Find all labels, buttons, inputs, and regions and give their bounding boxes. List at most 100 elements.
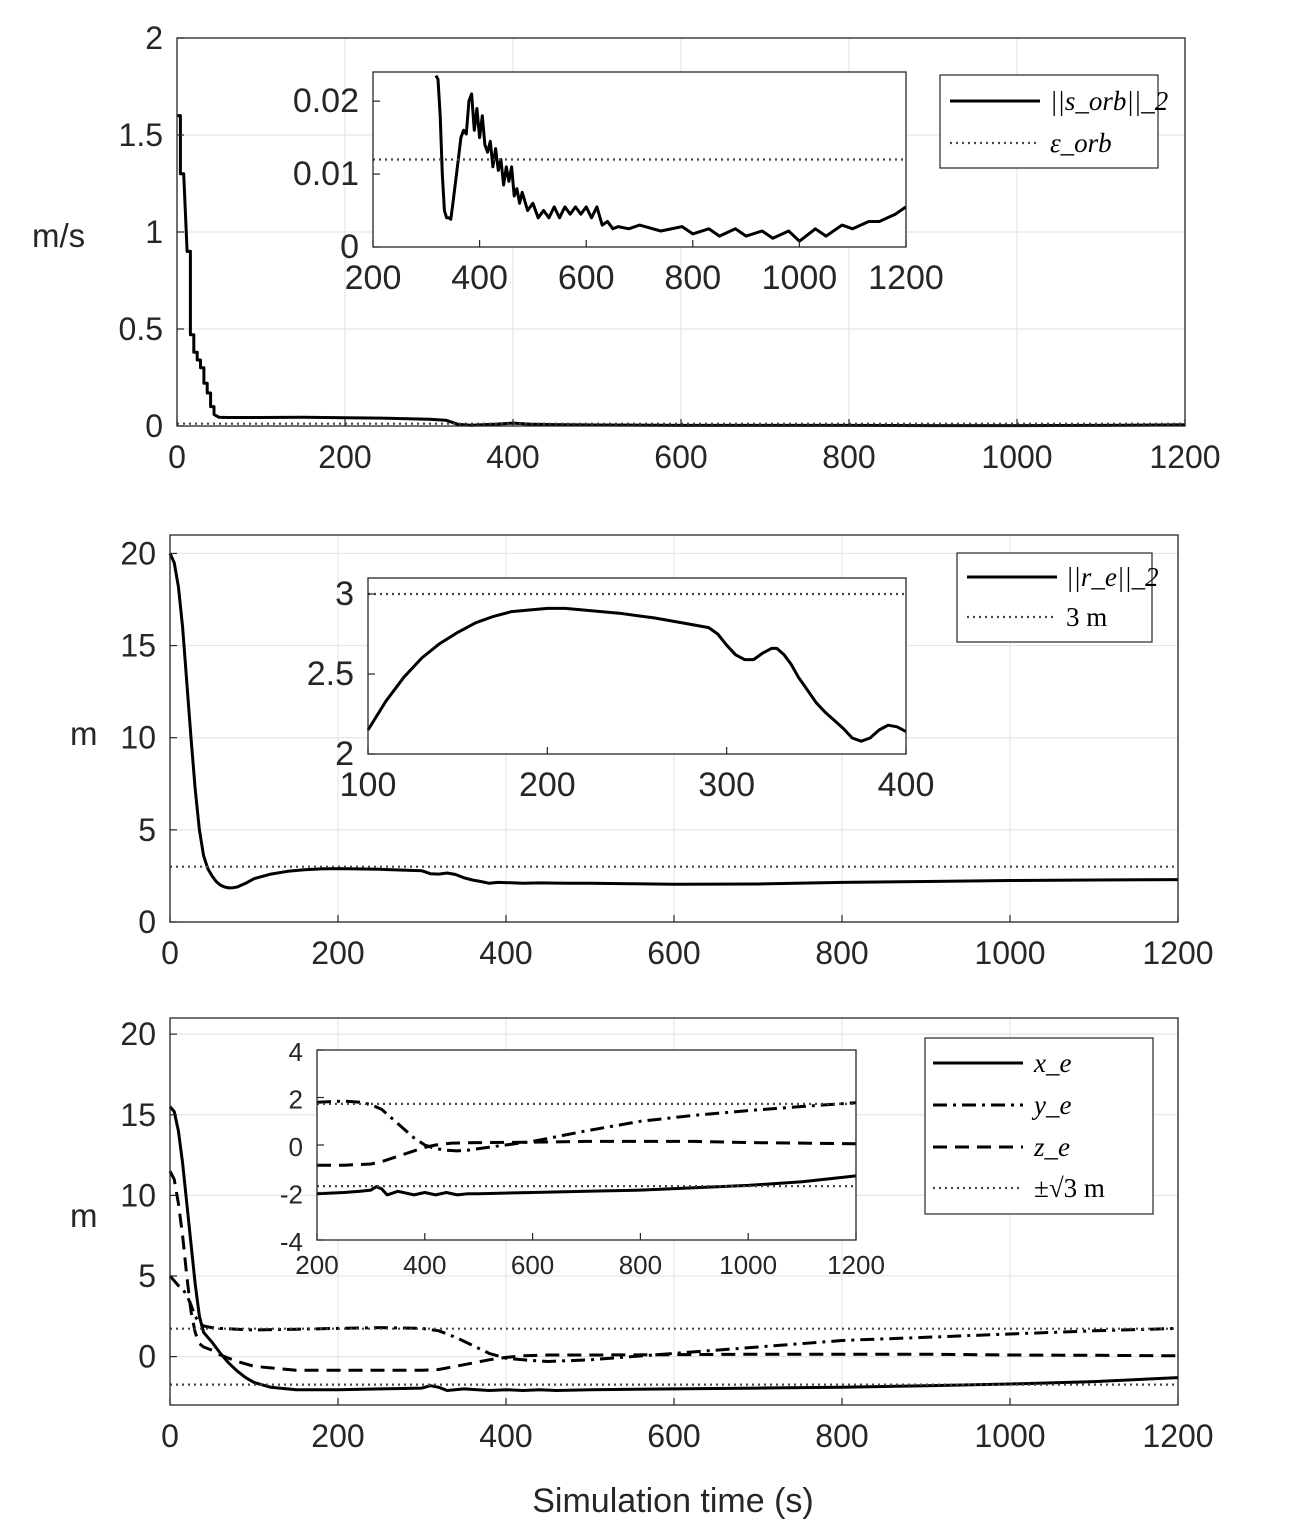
panel-2-x-tick-label-6: 1200	[1142, 935, 1213, 971]
panel-2-legend-label-3m: 3 m	[1066, 602, 1107, 632]
panel-1-inset-x-tick-label-2: 600	[558, 259, 615, 297]
panel-3-y-tick-label-4: 20	[120, 1016, 156, 1052]
panel-2-inset: 100 200 300 400 22.53	[307, 575, 935, 804]
panel-1-y-tick-label-1: 0.5	[119, 311, 163, 347]
panel-2-inset-background	[368, 578, 906, 754]
panel-2: 0 200 400 600 800 1000 1200 0 5 10 15 20 m 100 200 3…	[70, 534, 1214, 971]
panel-3-y-tick-label-1: 5	[138, 1258, 156, 1294]
panel-3-inset-x-tick-label-5: 1200	[827, 1250, 885, 1280]
panel-3-x-tick-label-1: 200	[311, 1418, 364, 1454]
panel-1-y-tick-label-4: 2	[145, 20, 163, 56]
panel-2-x-tick-label-3: 600	[647, 935, 700, 971]
panel-3-inset-y-tick-label-1: -2	[280, 1180, 303, 1210]
panel-1-x-tick-label-5: 1000	[981, 439, 1052, 475]
panel-3-series-0-solid	[168, 1105, 1179, 1392]
panel-2-legend-box	[956, 552, 1153, 643]
panel-3-legend-label-x-e: x_e	[1033, 1048, 1071, 1078]
panel-3-inset-series-1-dashdot	[316, 1099, 857, 1153]
panel-2-x-tick-label-5: 1000	[974, 935, 1045, 971]
panel-3-x-tick-label-0: 0	[161, 1418, 179, 1454]
panel-3-y-tick-label-0: 0	[138, 1339, 156, 1375]
panel-2-inset-frame	[367, 577, 907, 755]
panel-3-inset-x-tick-label-4: 1000	[719, 1250, 777, 1280]
panel-1-inset-y-ticks: 0 0.01 0.02	[293, 82, 380, 266]
panel-2-x-tick-label-0: 0	[161, 935, 179, 971]
panel-1-legend: ||s_orb||_2 ε_orb	[939, 74, 1168, 169]
panel-2-inset-x-ticks: 100 200 300 400	[340, 747, 935, 804]
panel-1-inset-y-tick-label-1: 0.01	[293, 155, 359, 193]
panel-3-legend: x_e y_e z_e ±√3 m	[924, 1037, 1154, 1215]
panel-3-legend-label-y-e: y_e	[1031, 1090, 1071, 1120]
panel-1-inset-lines	[373, 74, 907, 243]
panel-2-x-tick-label-2: 400	[479, 935, 532, 971]
panel-1-legend-box	[939, 74, 1159, 169]
panel-2-series-0-solid	[168, 552, 1179, 890]
panel-1-inset-x-ticks: 200 400 600 800 1000 1200	[345, 240, 944, 297]
panel-2-inset-y-tick-label-1: 2.5	[307, 655, 354, 693]
panel-3-lines	[168, 1105, 1179, 1392]
panel-3-inset-background	[317, 1050, 856, 1240]
panel-3-legend-box	[924, 1037, 1154, 1215]
panel-1-inset-x-tick-label-0: 200	[345, 259, 402, 297]
panel-1-y-axis-label: m/s	[32, 217, 85, 254]
panel-1-y-tick-label-0: 0	[145, 408, 163, 444]
panel-2-inset-y-ticks: 22.53	[307, 575, 375, 773]
panel-1-inset-x-tick-label-4: 1000	[762, 259, 838, 297]
panel-1-inset-frame	[372, 71, 907, 248]
panel-2-inset-y-tick-label-2: 3	[335, 575, 354, 613]
panel-2-inset-x-tick-label-0: 100	[340, 766, 397, 804]
panel-1-legend-label-eps-orb: ε_orb	[1050, 128, 1112, 158]
panel-3-inset-y-tick-label-4: 4	[289, 1037, 303, 1067]
panel-3-x-tick-label-6: 1200	[1142, 1418, 1213, 1454]
panel-1-x-tick-label-1: 200	[318, 439, 371, 475]
panel-3-x-axis-label: Simulation time (s)	[532, 1482, 814, 1520]
panel-2-x-tick-label-4: 800	[815, 935, 868, 971]
panel-1-inset-series-0-solid	[434, 74, 907, 243]
panel-2-x-tick-label-1: 200	[311, 935, 364, 971]
panel-3-y-ticks: 0 5 10 15 20	[120, 1016, 177, 1375]
panel-1-inset-x-tick-label-3: 800	[664, 259, 721, 297]
panel-1-y-tick-label-3: 1.5	[119, 117, 163, 153]
panel-2-lines	[168, 552, 1179, 890]
panel-3-inset-x-tick-label-2: 600	[511, 1250, 554, 1280]
panel-3-inset-x-tick-label-1: 400	[403, 1250, 446, 1280]
panel-3-x-tick-label-2: 400	[479, 1418, 532, 1454]
panel-2-y-tick-label-4: 20	[120, 535, 156, 571]
panel-1-inset-y-tick-label-0: 0	[340, 228, 359, 266]
panel-3-y-tick-label-3: 15	[120, 1097, 156, 1133]
panel-2-x-ticks: 0 200 400 600 800 1000 1200	[161, 915, 1214, 971]
panel-1-inset-y-tick-label-2: 0.02	[293, 82, 359, 120]
panel-3-inset-series-0-solid	[316, 1174, 857, 1197]
panel-1-inset-x-tick-label-1: 400	[451, 259, 508, 297]
panel-2-inset-x-tick-label-2: 300	[698, 766, 755, 804]
panel-2-y-tick-label-0: 0	[138, 904, 156, 940]
panel-2-inset-x-tick-label-3: 400	[878, 766, 935, 804]
panel-2-y-tick-label-3: 15	[120, 628, 156, 664]
panel-3-inset-y-tick-label-0: -4	[280, 1227, 303, 1257]
panel-1-legend-label-norm-s-orb: ||s_orb||_2	[1050, 86, 1168, 116]
panel-3-inset-x-ticks: 200 400 600 800 1000 1200	[295, 1233, 885, 1280]
panel-1-y-tick-label-2: 1	[145, 214, 163, 250]
panel-2-inset-series-0-solid	[366, 606, 907, 743]
panel-2-inset-x-tick-label-1: 200	[519, 766, 576, 804]
panel-3-inset-x-tick-label-3: 800	[619, 1250, 662, 1280]
panel-3-x-tick-label-5: 1000	[974, 1418, 1045, 1454]
panel-3-x-tick-label-3: 600	[647, 1418, 700, 1454]
panel-3-inset-lines	[316, 1099, 857, 1197]
panel-1: 0 200 400 600 800 1000 1200 00.511.52 m/s 200 4…	[32, 20, 1221, 475]
panel-1-x-tick-label-4: 800	[822, 439, 875, 475]
panel-3-y-axis-label: m	[70, 1197, 98, 1234]
panel-3-x-tick-label-4: 800	[815, 1418, 868, 1454]
panel-2-y-axis-label: m	[70, 715, 98, 752]
panel-1-x-tick-label-0: 0	[168, 439, 186, 475]
panel-3-inset-y-tick-label-2: 0	[289, 1132, 303, 1162]
panel-3-legend-label-z-e: z_e	[1033, 1132, 1070, 1162]
panel-1-x-tick-label-6: 1200	[1149, 439, 1220, 475]
panel-3-inset-y-ticks: -4 -2 0 2 4	[280, 1037, 324, 1257]
panel-2-inset-lines	[366, 592, 907, 743]
panel-1-x-tick-label-3: 600	[654, 439, 707, 475]
panel-3-inset-y-tick-label-3: 2	[289, 1085, 303, 1115]
